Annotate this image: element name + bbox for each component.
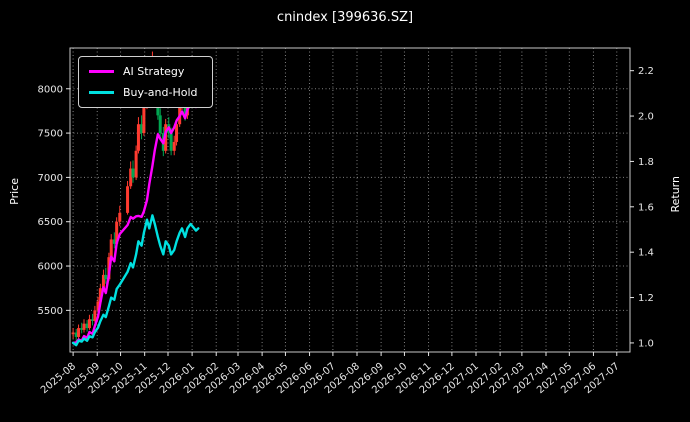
buy-and-hold-line — [71, 214, 200, 347]
svg-text:7500: 7500 — [38, 129, 63, 140]
legend-label-buy-and-hold: Buy-and-Hold — [123, 86, 198, 99]
plot-border — [69, 47, 631, 353]
svg-text:1.2: 1.2 — [638, 293, 654, 304]
return-tick-labels: 1.0 1.2 1.4 1.6 1.8 2.0 2.2 — [630, 66, 654, 349]
svg-text:8000: 8000 — [38, 84, 63, 95]
svg-text:7000: 7000 — [38, 173, 63, 184]
buy-and-hold-swatch — [89, 91, 114, 94]
price-tick-labels: 5500 6000 6500 7000 7500 8000 — [38, 84, 70, 317]
svg-text:1.0: 1.0 — [638, 338, 654, 349]
svg-text:2.0: 2.0 — [638, 112, 654, 123]
x-tick-labels: 2025-082025-092025-102025-112025-122026-… — [39, 352, 622, 396]
grid — [70, 48, 630, 352]
svg-text:6500: 6500 — [38, 217, 63, 228]
legend: AI Strategy Buy-and-Hold — [78, 56, 213, 108]
svg-text:1.4: 1.4 — [638, 248, 654, 259]
svg-text:5500: 5500 — [38, 306, 63, 317]
svg-text:6000: 6000 — [38, 262, 63, 273]
legend-item-ai-strategy: AI Strategy — [89, 65, 198, 78]
price-axis-label: Price — [8, 178, 21, 205]
svg-text:2.2: 2.2 — [638, 66, 654, 77]
ai-strategy-line — [71, 101, 200, 345]
legend-label-ai-strategy: AI Strategy — [123, 65, 185, 78]
svg-text:1.8: 1.8 — [638, 157, 654, 168]
legend-item-buy-and-hold: Buy-and-Hold — [89, 86, 198, 99]
chart-title: cnindex [399636.SZ] — [276, 10, 414, 25]
ai-strategy-swatch — [89, 70, 114, 73]
return-axis-label: Return — [669, 176, 682, 213]
svg-text:1.6: 1.6 — [638, 202, 654, 213]
